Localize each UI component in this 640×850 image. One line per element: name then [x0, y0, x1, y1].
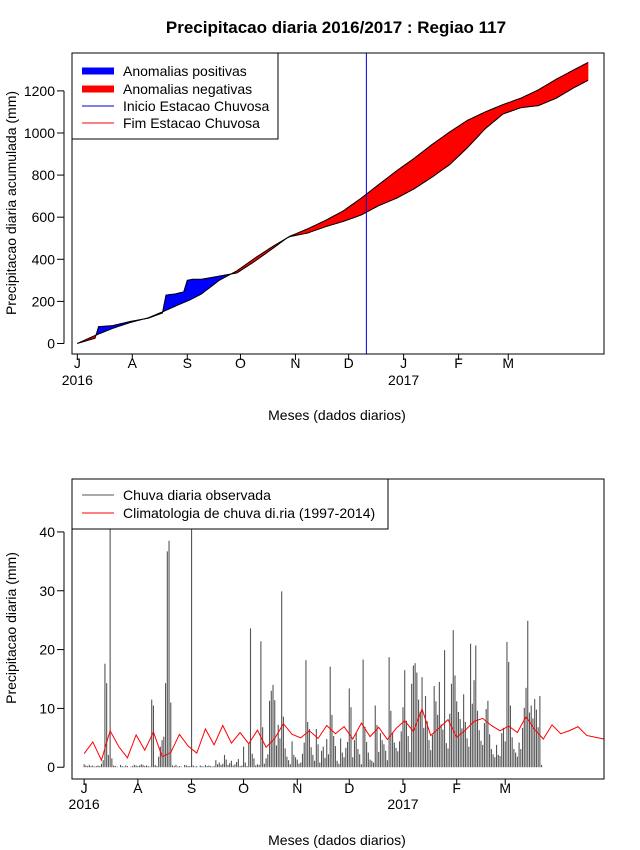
legend-label-negative: Anomalias negativas — [123, 81, 252, 97]
top-plot-area — [77, 53, 589, 354]
x-tick-label: F — [454, 355, 463, 371]
top-legend: Anomalias positivas Anomalias negativas … — [71, 52, 279, 140]
x-tick-label: J — [74, 355, 81, 371]
y-tick-label: 200 — [32, 293, 56, 309]
bottom-legend-box — [71, 478, 389, 530]
y-tick-label: 1200 — [24, 83, 55, 99]
x-tick-label: F — [452, 780, 461, 796]
y-tick-label: 30 — [39, 583, 55, 599]
y-tick-label: 0 — [47, 759, 55, 775]
x-tick-label: J — [81, 780, 88, 796]
observed-cumulative-line — [77, 79, 589, 344]
bottom-chart: J A S O N D J F M 2016 2017 0 10 20 30 40 Meses (dados… — [3, 478, 605, 848]
x-tick-label: N — [292, 780, 302, 796]
x-tick-label: O — [235, 355, 246, 371]
y-tick-label: 20 — [39, 642, 55, 658]
x-year-label: 2016 — [69, 796, 100, 812]
x-year-label: 2017 — [388, 372, 419, 388]
top-y-axis: 0 200 400 600 800 1000 1200 — [24, 83, 65, 351]
y-tick-label: 400 — [32, 251, 56, 267]
bottom-y-axis: 0 10 20 30 40 — [39, 524, 65, 775]
y-tick-label: 40 — [39, 524, 55, 540]
anomaly-segment — [585, 61, 589, 82]
bottom-plot-area — [83, 479, 605, 768]
bottom-x-axis-label: Meses (dados diarios) — [268, 832, 406, 848]
y-tick-label: 0 — [47, 335, 55, 351]
top-legend-box — [71, 52, 279, 140]
top-x-axis: J A S O N D J F M 2016 2017 — [62, 353, 514, 388]
x-tick-label: N — [290, 355, 300, 371]
bottom-y-axis-label: Precipitacao diaria (mm) — [3, 552, 19, 704]
x-tick-label: A — [128, 355, 138, 371]
top-y-axis-label: Precipitacao diaria acumulada (mm) — [3, 91, 19, 315]
legend-label-season-start: Inicio Estacao Chuvosa — [123, 98, 270, 114]
y-tick-label: 800 — [32, 167, 56, 183]
legend-label-season-end: Fim Estacao Chuvosa — [123, 115, 260, 131]
y-tick-label: 1000 — [24, 125, 55, 141]
top-x-axis-label: Meses (dados diarios) — [268, 407, 406, 423]
chart-title: Precipitacao diaria 2016/2017 : Regiao 1… — [166, 18, 506, 37]
x-tick-label: O — [238, 780, 249, 796]
x-tick-label: D — [344, 355, 354, 371]
x-tick-label: S — [183, 355, 192, 371]
climatology-daily-line — [83, 707, 605, 762]
bottom-legend: Chuva diaria observada Climatologia de c… — [71, 478, 389, 530]
y-tick-label: 10 — [39, 700, 55, 716]
x-tick-label: D — [344, 780, 354, 796]
x-tick-label: M — [499, 780, 511, 796]
bottom-x-axis: J A S O N D J F M 2016 2017 — [69, 778, 511, 812]
legend-label-observed: Chuva diaria observada — [123, 487, 271, 503]
x-year-label: 2016 — [62, 372, 93, 388]
legend-label-positive: Anomalias positivas — [123, 63, 247, 79]
y-tick-label: 600 — [32, 209, 56, 225]
legend-label-climatology: Climatologia de chuva di.ria (1997-2014) — [123, 505, 375, 521]
x-tick-label: A — [133, 780, 143, 796]
x-tick-label: J — [399, 780, 406, 796]
x-year-label: 2017 — [387, 796, 418, 812]
x-tick-label: J — [400, 355, 407, 371]
x-tick-label: S — [187, 780, 196, 796]
x-tick-label: M — [502, 355, 514, 371]
top-chart: Precipitacao diaria 2016/2017 : Regiao 1… — [3, 18, 605, 423]
